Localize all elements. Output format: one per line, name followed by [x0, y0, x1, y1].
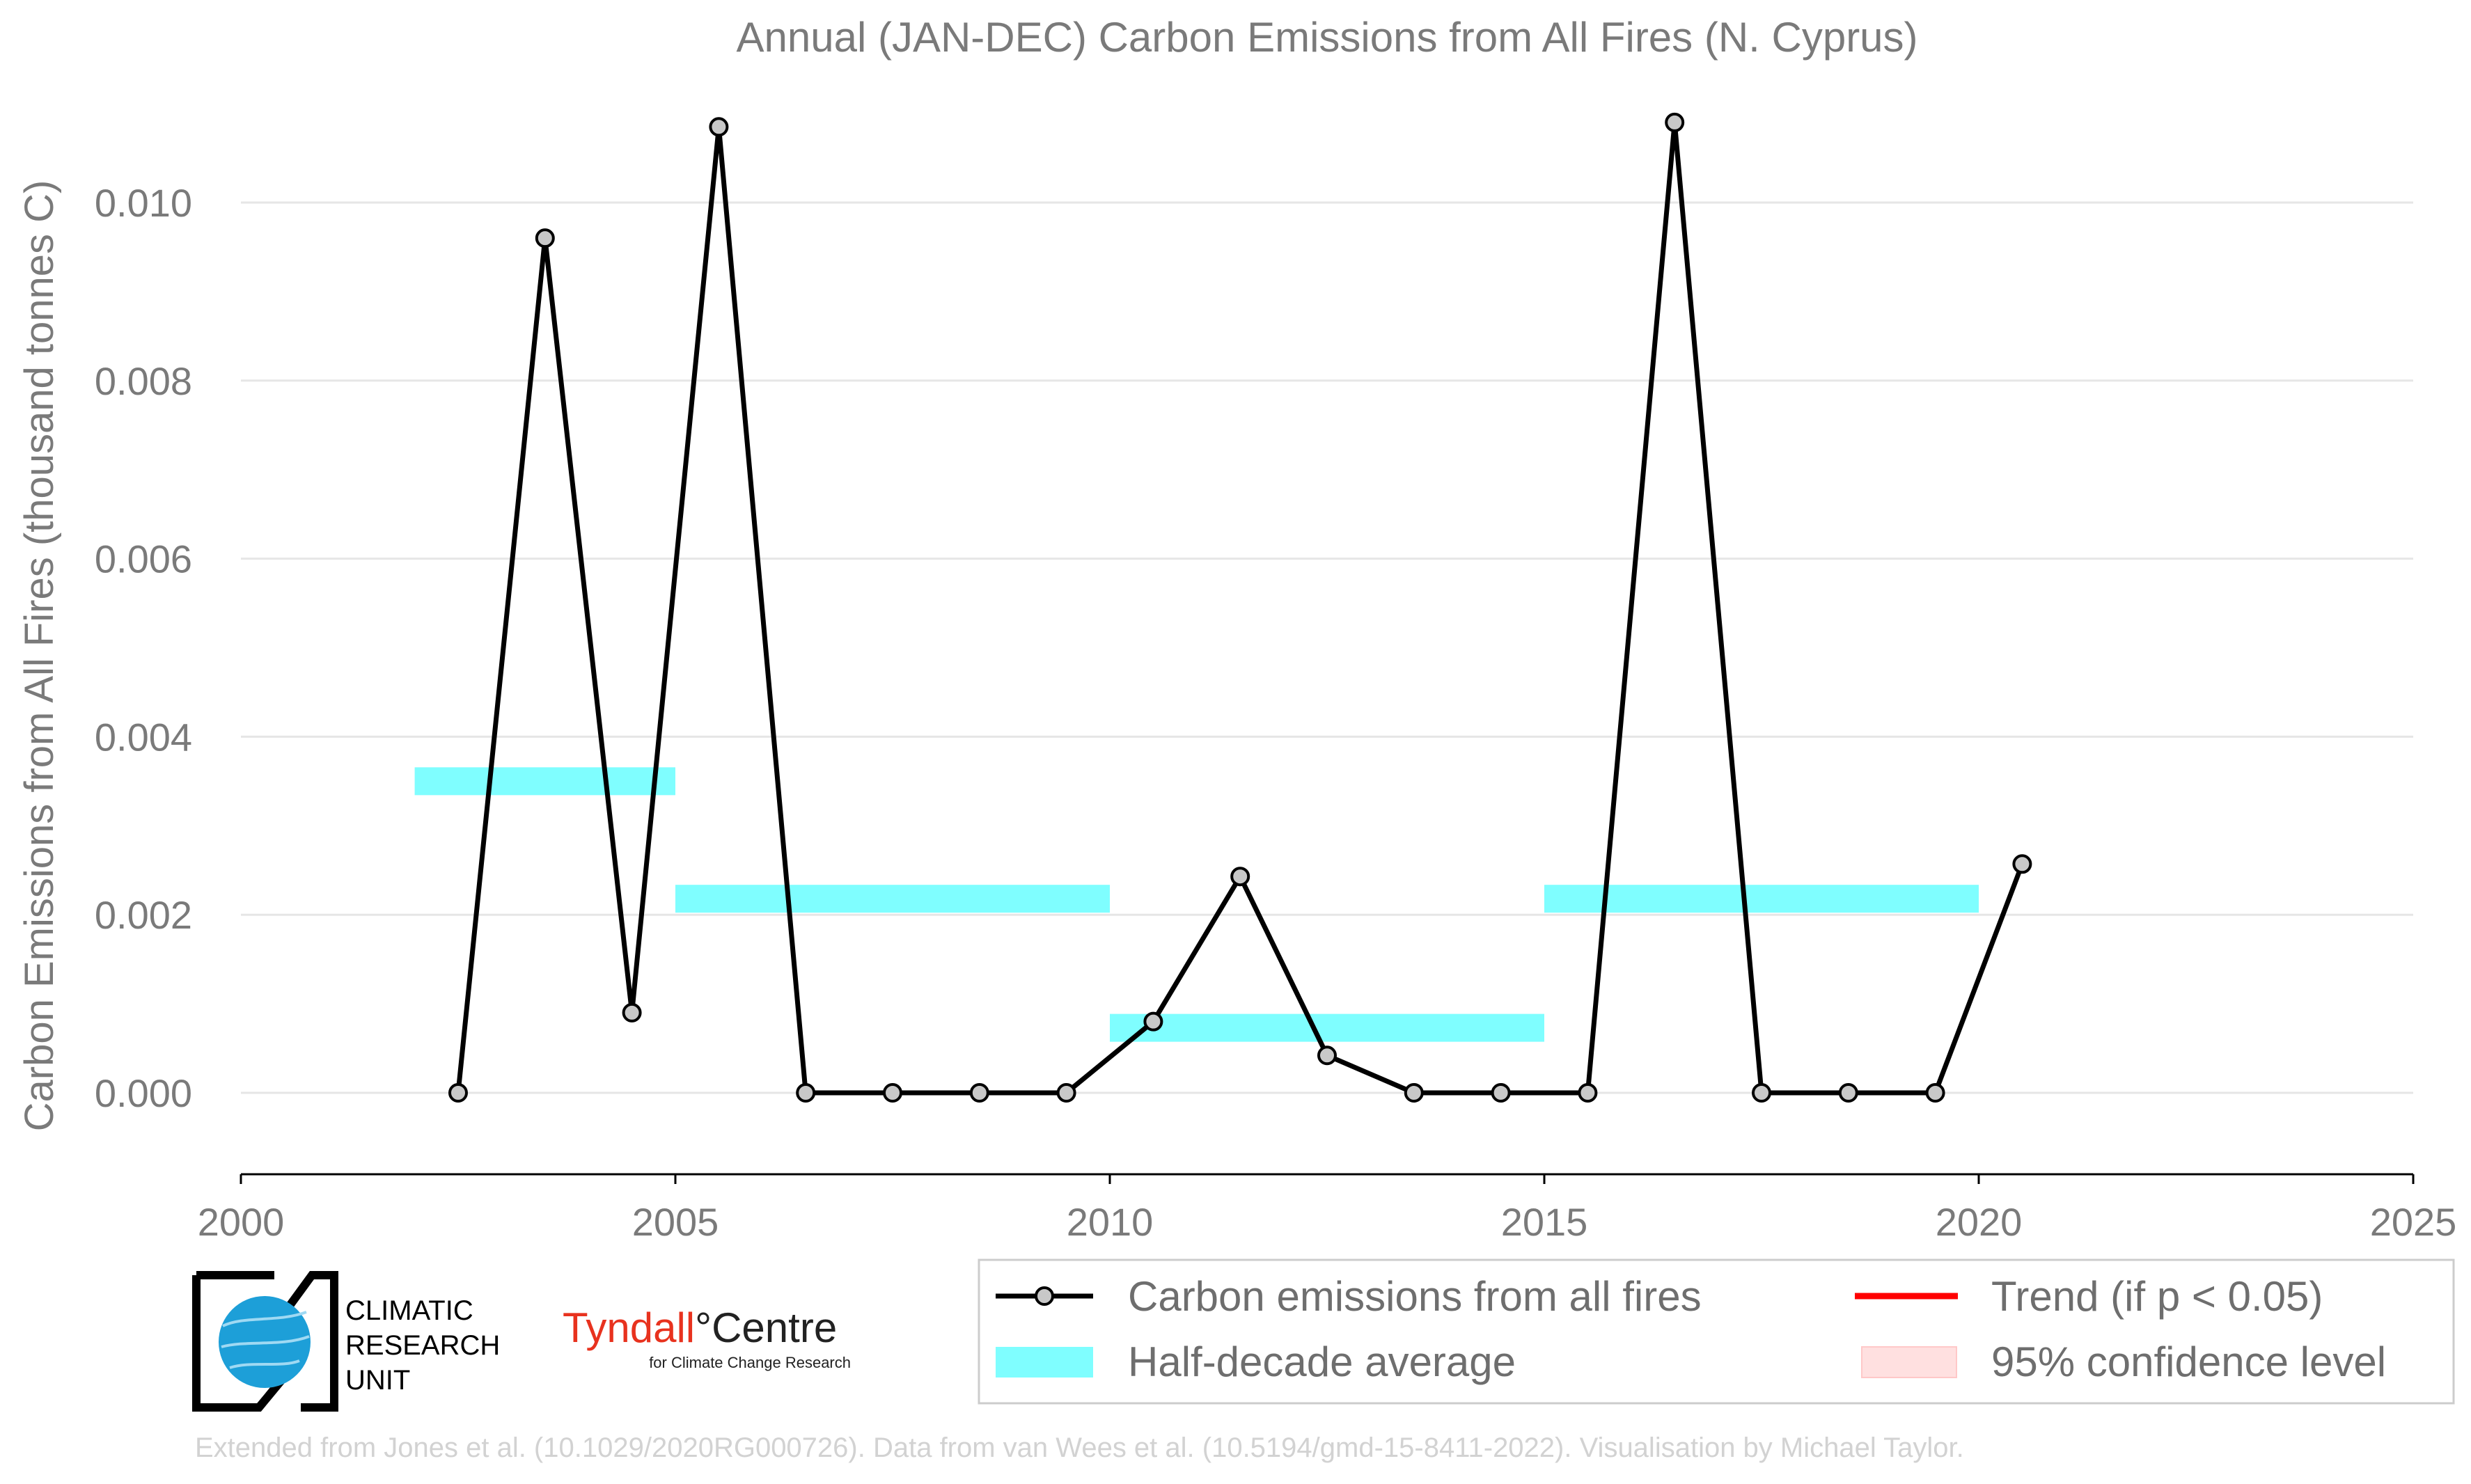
emissions-point: [969, 1083, 989, 1103]
legend-box: [978, 1258, 2455, 1405]
x-tick-label: 2000: [198, 1200, 285, 1244]
emissions-line: [455, 120, 2025, 1096]
half-decade-bar: [1544, 885, 1979, 913]
x-tick-label: 2005: [632, 1200, 719, 1244]
tyndall-logo-suffix: °Centre: [695, 1304, 837, 1351]
half-decade-bands: [414, 767, 1979, 1042]
y-tick-label: 0.000: [95, 1071, 192, 1115]
y-axis-ticks: 0.000 0.002 0.004 0.006 0.008 0.010: [95, 181, 192, 1115]
legend-confidence-swatch: [1861, 1346, 1957, 1378]
y-tick-label: 0.006: [95, 537, 192, 581]
emissions-point: [1752, 1083, 1771, 1103]
emissions-point: [1838, 1083, 1858, 1103]
emissions-point: [1230, 867, 1250, 887]
x-axis-ticks: 2000 2005 2010 2015 2020 2025: [198, 1174, 2457, 1244]
y-tick-label: 0.002: [95, 893, 192, 937]
cru-logo-line-2: RESEARCH: [345, 1330, 500, 1361]
tyndall-logo: Tyndall°Centre for Climate Change Resear…: [563, 1304, 851, 1371]
x-tick-label: 2010: [1067, 1200, 1154, 1244]
cru-logo-line-3: UNIT: [345, 1365, 410, 1396]
emissions-point: [535, 228, 555, 248]
emissions-point: [622, 1002, 642, 1023]
footer-credit: Extended from Jones et al. (10.1029/2020…: [195, 1432, 1964, 1463]
emissions-point: [709, 117, 729, 137]
emissions-point: [1578, 1083, 1598, 1103]
legend-half-decade-swatch: [996, 1347, 1093, 1378]
legend-emissions-label: Carbon emissions from all fires: [1128, 1273, 1702, 1320]
legend-emissions-marker-swatch: [1035, 1286, 1054, 1306]
emissions-point: [1491, 1083, 1511, 1103]
y-axis-title: Carbon Emissions from All Fires (thousan…: [17, 180, 62, 1132]
cru-logo-line-1: CLIMATIC: [345, 1295, 473, 1326]
y-tick-label: 0.008: [95, 359, 192, 403]
legend-half-decade-label: Half-decade average: [1128, 1339, 1516, 1385]
emissions-point: [1404, 1083, 1424, 1103]
emissions-point: [1925, 1083, 1945, 1103]
emissions-point: [2012, 854, 2032, 874]
y-tick-label: 0.004: [95, 715, 192, 759]
half-decade-bar: [1110, 1013, 1544, 1042]
half-decade-bar: [414, 767, 675, 796]
emissions-point: [1143, 1011, 1163, 1032]
emissions-points: [448, 112, 2032, 1103]
half-decade-bar: [675, 885, 1110, 913]
emissions-series: [455, 120, 2025, 1096]
emissions-point: [883, 1083, 902, 1103]
grid-lines: [241, 201, 2413, 1094]
emissions-point: [448, 1083, 468, 1103]
chart-title: Annual (JAN-DEC) Carbon Emissions from A…: [736, 14, 1917, 61]
emissions-point: [1317, 1045, 1337, 1066]
legend: Carbon emissions from all fires Trend (i…: [978, 1258, 2455, 1405]
x-tick-label: 2015: [1501, 1200, 1588, 1244]
emissions-point: [1056, 1083, 1076, 1103]
emissions-point: [796, 1083, 816, 1103]
x-tick-label: 2020: [1936, 1200, 2023, 1244]
cru-logo: CLIMATIC RESEARCH UNIT: [192, 1271, 500, 1412]
y-tick-label: 0.010: [95, 181, 192, 225]
legend-confidence-label: 95% confidence level: [1991, 1339, 2386, 1385]
legend-trend-label: Trend (if p < 0.05): [1991, 1273, 2323, 1320]
svg-text:Tyndall°Centre: Tyndall°Centre: [563, 1304, 837, 1351]
emissions-point: [1665, 112, 1685, 132]
tyndall-logo-sub: for Climate Change Research: [649, 1354, 851, 1371]
tyndall-logo-name: Tyndall: [563, 1304, 695, 1351]
x-tick-label: 2025: [2370, 1200, 2457, 1244]
